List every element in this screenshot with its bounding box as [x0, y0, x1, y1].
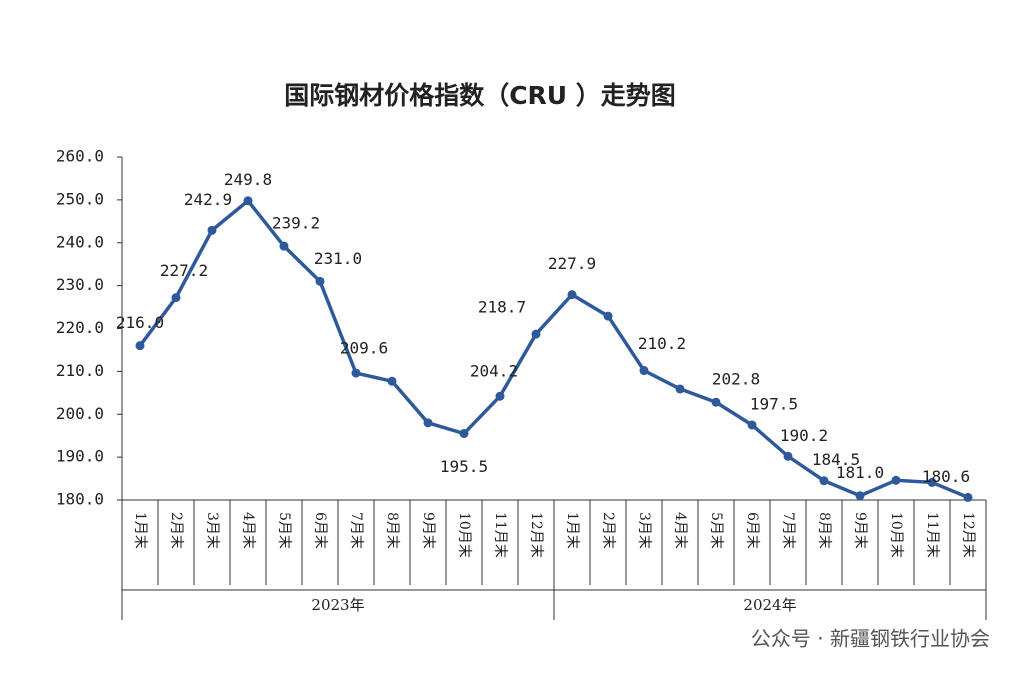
data-label: 239.2: [272, 214, 320, 233]
x-tick-label: 6月末: [744, 512, 760, 549]
data-point: [243, 196, 253, 206]
data-label: 204.2: [470, 362, 518, 381]
x-tick-label: 8月末: [384, 512, 400, 549]
x-tick-label: 2月末: [600, 512, 616, 549]
data-point: [531, 329, 541, 339]
data-point: [279, 241, 289, 251]
data-label: 195.5: [440, 457, 488, 476]
data-point: [891, 475, 901, 485]
data-label: 227.2: [160, 261, 208, 280]
x-tick-label: 2月末: [168, 512, 184, 549]
data-label: 202.8: [712, 370, 760, 389]
x-tick-label: 11月末: [924, 512, 940, 558]
x-tick-label: 3月末: [636, 512, 652, 549]
y-tick-label: 200.0: [56, 404, 104, 423]
group-label: 2023年: [311, 596, 364, 614]
y-tick-label: 180.0: [56, 490, 104, 509]
series-line: [138, 198, 969, 500]
x-tick-label: 11月末: [492, 512, 508, 558]
data-point: [207, 225, 217, 235]
x-tick-label: 12月末: [528, 512, 544, 558]
y-tick-label: 210.0: [56, 361, 104, 380]
data-point: [315, 276, 325, 286]
data-point: [711, 397, 721, 407]
x-tick-label: 7月末: [348, 512, 364, 549]
y-tick-label: 250.0: [56, 189, 104, 208]
watermark: 公众号 · 新疆钢铁行业协会: [751, 627, 990, 651]
data-label: 190.2: [780, 426, 828, 445]
data-label: 216.0: [116, 313, 164, 332]
data-point: [639, 366, 649, 376]
y-tick-label: 240.0: [56, 232, 104, 251]
x-tick-label: 9月末: [420, 512, 436, 549]
data-point: [423, 418, 433, 428]
data-point: [783, 451, 793, 461]
data-point: [819, 476, 829, 486]
data-label: 249.8: [224, 170, 272, 189]
data-point: [387, 376, 397, 386]
y-tick-label: 230.0: [56, 275, 104, 294]
chart-title: 国际钢材价格指数（CRU ）走势图: [284, 81, 676, 110]
x-tick-label: 6月末: [312, 512, 328, 549]
x-tick-label: 4月末: [240, 512, 256, 549]
data-point: [567, 290, 577, 300]
data-point: [963, 492, 973, 502]
x-tick-label: 9月末: [852, 512, 868, 549]
data-point: [603, 311, 613, 321]
data-label: 209.6: [340, 339, 388, 358]
data-point: [351, 368, 361, 378]
data-label: 210.2: [638, 334, 686, 353]
y-tick-label: 260.0: [56, 147, 104, 166]
data-label: 181.0: [836, 463, 884, 482]
x-tick-label: 5月末: [708, 512, 724, 549]
data-point: [171, 293, 181, 303]
x-tick-label: 3月末: [204, 512, 220, 549]
data-point: [855, 491, 865, 501]
data-point: [747, 420, 757, 430]
x-tick-label: 4月末: [672, 512, 688, 549]
x-tick-label: 12月末: [960, 512, 976, 558]
data-point: [495, 391, 505, 401]
x-tick-label: 1月末: [564, 512, 580, 549]
data-point: [927, 477, 937, 487]
data-label: 231.0: [314, 249, 362, 268]
y-tick-label: 190.0: [56, 447, 104, 466]
data-label: 184.5: [812, 450, 860, 469]
x-tick-label: 10月末: [456, 512, 472, 558]
data-label: 180.6: [922, 467, 970, 486]
data-label: 197.5: [750, 394, 798, 413]
data-label: 227.9: [548, 254, 596, 273]
x-tick-label: 1月末: [132, 512, 148, 549]
y-tick-label: 220.0: [56, 318, 104, 337]
data-point: [135, 341, 145, 351]
data-label: 218.7: [478, 298, 526, 317]
x-tick-label: 5月末: [276, 512, 292, 549]
x-tick-label: 8月末: [816, 512, 832, 549]
x-tick-label: 10月末: [888, 512, 904, 558]
data-point: [675, 384, 685, 394]
data-point: [459, 429, 469, 439]
data-label: 242.9: [184, 190, 232, 209]
group-label: 2024年: [743, 596, 796, 614]
x-tick-label: 7月末: [780, 512, 796, 549]
